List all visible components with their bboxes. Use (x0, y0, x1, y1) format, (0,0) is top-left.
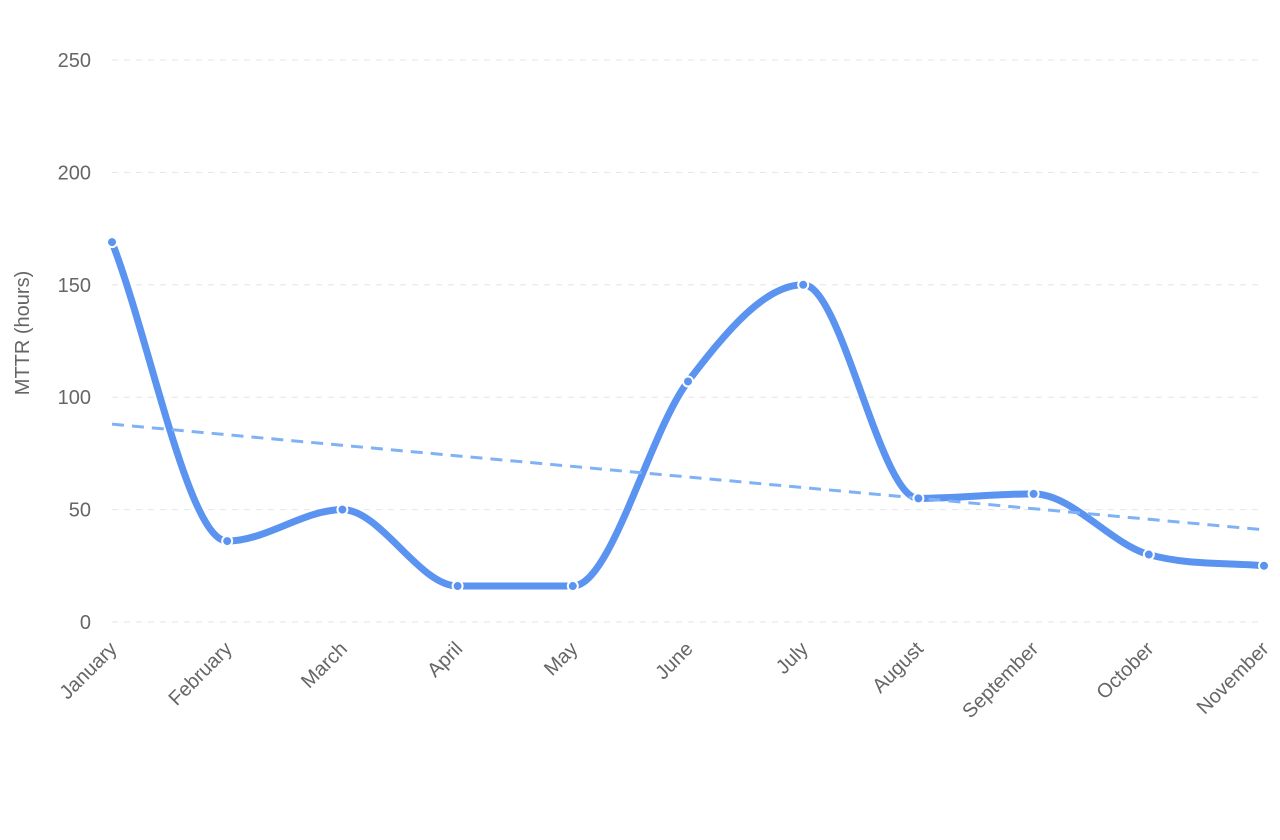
y-tick-label: 200 (58, 162, 91, 184)
y-tick-label: 50 (69, 500, 91, 522)
data-point[interactable] (912, 492, 925, 505)
data-point[interactable] (106, 236, 118, 249)
x-tick-label: January (56, 638, 122, 704)
data-point[interactable] (1027, 487, 1040, 500)
x-axis: January February March April May June July Augu… (56, 638, 1274, 723)
x-tick-label: May (540, 638, 582, 680)
data-point[interactable] (451, 580, 464, 593)
grid-lines (112, 59, 1264, 623)
data-point[interactable] (566, 580, 579, 593)
x-tick-label: March (297, 638, 352, 693)
y-tick-label: 250 (58, 50, 91, 72)
y-axis-label: MTTR (hours) (12, 271, 34, 395)
x-tick-label: September (958, 638, 1043, 723)
x-tick-label: November (1193, 638, 1274, 719)
y-tick-label: 100 (58, 387, 91, 409)
data-point[interactable] (336, 503, 349, 516)
series-line (108, 238, 1268, 590)
x-tick-label: February (165, 638, 237, 710)
x-tick-label: August (868, 638, 928, 698)
x-tick-label: July (772, 638, 813, 679)
data-point[interactable] (682, 375, 694, 388)
y-axis: 0 50 100 150 200 250 (58, 50, 91, 634)
data-point[interactable] (797, 278, 810, 291)
x-tick-label: April (423, 638, 467, 682)
data-point[interactable] (221, 535, 234, 548)
x-tick-label: June (651, 638, 697, 684)
marker-layer (106, 236, 1270, 593)
data-point[interactable] (1142, 548, 1155, 561)
x-tick-label: October (1092, 638, 1158, 704)
data-point[interactable] (1258, 559, 1270, 572)
series-layer (108, 238, 1268, 590)
y-tick-label: 0 (80, 612, 91, 634)
trend-line (111, 422, 1265, 532)
y-tick-label: 150 (58, 275, 91, 297)
